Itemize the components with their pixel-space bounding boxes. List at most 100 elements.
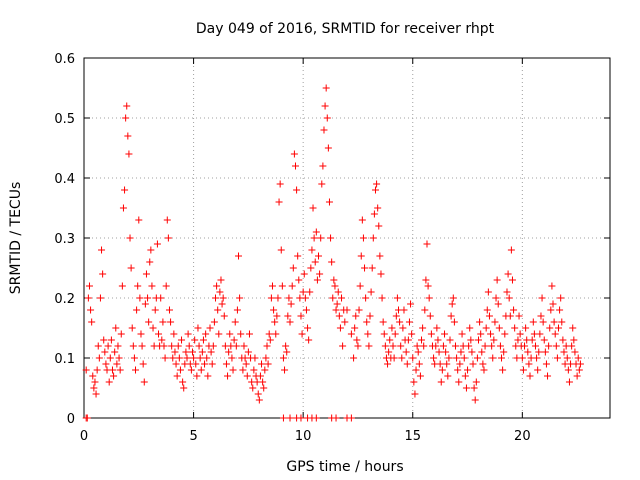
data-point — [402, 348, 410, 356]
data-point — [376, 252, 384, 260]
data-point — [482, 324, 490, 332]
data-point — [231, 318, 239, 326]
data-point — [159, 318, 167, 326]
data-point — [320, 126, 328, 134]
data-point — [187, 366, 195, 374]
data-point — [498, 354, 506, 362]
data-point — [446, 336, 454, 344]
data-point — [104, 342, 112, 350]
data-point — [535, 348, 543, 356]
data-point — [542, 360, 550, 368]
data-point — [271, 318, 279, 326]
data-point — [92, 390, 100, 398]
data-point — [268, 282, 276, 290]
data-point — [284, 312, 292, 320]
data-point — [370, 210, 378, 218]
data-point — [274, 294, 282, 302]
data-point — [258, 360, 266, 368]
data-point — [286, 318, 294, 326]
data-point — [108, 366, 116, 374]
data-point — [458, 330, 466, 338]
data-point — [244, 348, 252, 356]
data-point — [375, 222, 383, 230]
data-point — [110, 372, 118, 380]
data-point — [411, 390, 419, 398]
data-point — [413, 342, 421, 350]
data-point — [124, 132, 132, 140]
data-point — [425, 294, 433, 302]
data-point — [126, 234, 134, 242]
data-point — [115, 354, 123, 362]
data-point — [102, 360, 110, 368]
y-tick-label: 0.6 — [54, 52, 75, 67]
data-point — [295, 276, 303, 284]
data-point — [393, 294, 401, 302]
data-point — [336, 324, 344, 332]
data-point — [144, 294, 152, 302]
data-point — [145, 318, 153, 326]
data-point — [308, 246, 316, 254]
data-point — [358, 216, 366, 224]
data-point — [225, 348, 233, 356]
y-tick-label: 0.4 — [54, 172, 75, 187]
data-point — [557, 294, 565, 302]
data-point — [290, 150, 298, 158]
data-point — [442, 348, 450, 356]
data-point — [297, 312, 305, 320]
data-point — [524, 348, 532, 356]
data-point — [538, 294, 546, 302]
data-point — [134, 282, 142, 290]
data-point — [426, 312, 434, 320]
data-point — [114, 342, 122, 350]
data-point — [298, 330, 306, 338]
data-point — [157, 294, 165, 302]
data-point — [415, 360, 423, 368]
data-point — [548, 282, 556, 290]
data-point — [136, 294, 144, 302]
data-point — [270, 306, 278, 314]
data-point — [315, 252, 323, 260]
data-point — [174, 342, 182, 350]
data-point — [412, 366, 420, 374]
data-point — [369, 234, 377, 242]
data-point — [132, 366, 140, 374]
data-point — [377, 270, 385, 278]
data-point — [206, 324, 214, 332]
data-point — [472, 378, 480, 386]
data-point — [453, 354, 461, 362]
data-point — [121, 186, 129, 194]
data-point — [193, 372, 201, 380]
data-point — [475, 336, 482, 344]
data-point — [198, 348, 206, 356]
data-point — [468, 348, 476, 356]
data-point — [245, 330, 253, 338]
data-point — [353, 336, 361, 344]
data-point — [329, 294, 337, 302]
data-point — [279, 414, 287, 422]
data-point — [299, 288, 307, 296]
data-point — [505, 294, 513, 302]
data-point — [184, 330, 192, 338]
data-point — [127, 264, 135, 272]
data-point — [511, 324, 519, 332]
data-point — [286, 414, 294, 422]
data-point — [307, 264, 315, 272]
data-point — [304, 324, 312, 332]
data-point — [163, 216, 171, 224]
x-axis-label: GPS time / hours — [286, 459, 403, 475]
data-point — [96, 294, 104, 302]
data-point — [129, 342, 137, 350]
data-point — [528, 336, 536, 344]
data-point — [534, 366, 542, 374]
data-point — [279, 354, 287, 362]
data-point — [318, 180, 326, 188]
data-point — [220, 312, 228, 320]
data-point — [400, 306, 408, 314]
data-point — [119, 204, 127, 212]
data-point — [195, 342, 203, 350]
data-point — [105, 378, 113, 386]
data-point — [173, 372, 181, 380]
data-point — [236, 294, 244, 302]
data-point — [282, 342, 290, 350]
data-point — [214, 306, 222, 314]
